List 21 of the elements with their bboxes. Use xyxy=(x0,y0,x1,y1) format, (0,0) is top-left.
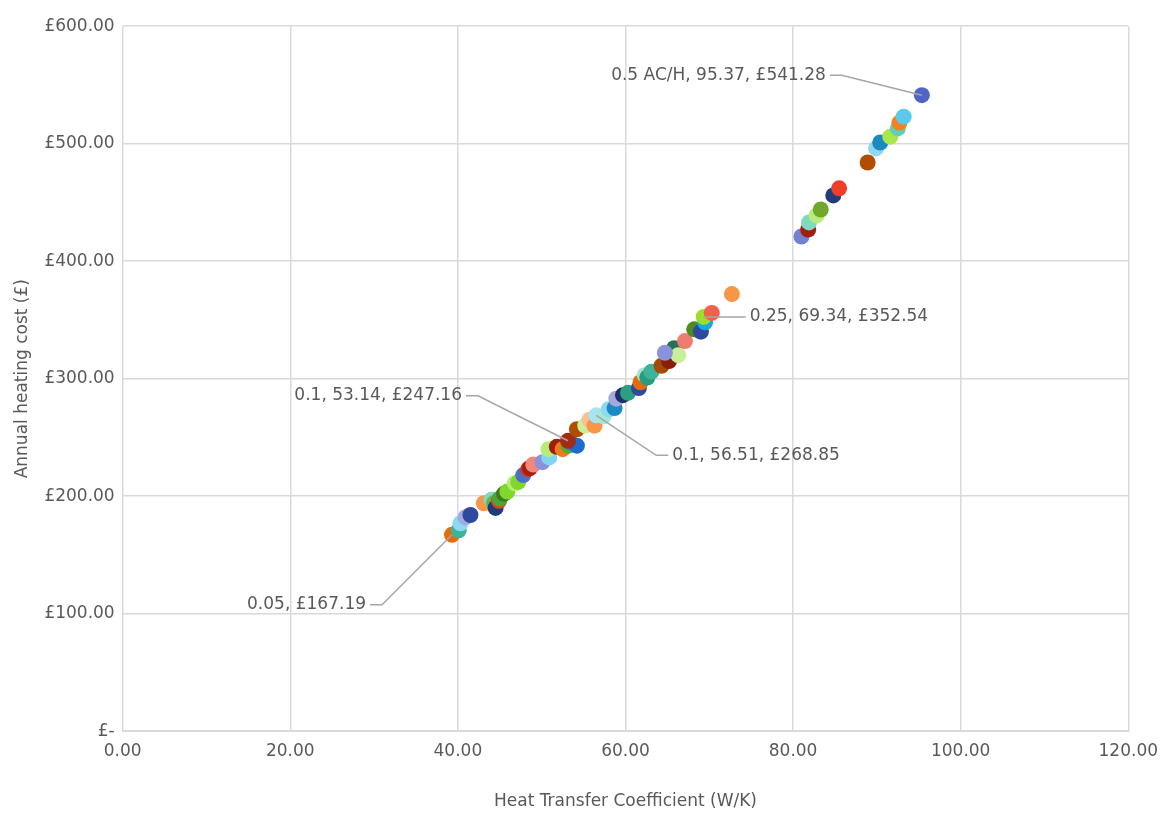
y-tick-label: £100.00 xyxy=(44,602,115,623)
y-tick-label: £300.00 xyxy=(44,367,115,388)
annotation: 0.5 AC/H, 95.37, £541.28 xyxy=(611,63,826,84)
y-tick-label: £400.00 xyxy=(44,249,115,270)
x-tick-label: 0.00 xyxy=(103,739,142,760)
y-tick-label: £600.00 xyxy=(44,14,115,35)
annotation: 0.1, 53.14, £247.16 xyxy=(294,384,462,405)
x-tick-label: 60.00 xyxy=(601,739,650,760)
annotation: 0.25, 69.34, £352.54 xyxy=(749,305,929,326)
y-tick-label: £500.00 xyxy=(44,132,115,153)
x-tick-label: 40.00 xyxy=(433,739,483,760)
annotation: 0.1, 56.51, £268.85 xyxy=(672,443,840,464)
y-axis-title: Annual heating cost (£) xyxy=(10,279,31,479)
annotation: 0.05, £167.19 xyxy=(247,593,367,614)
x-axis-title: Heat Transfer Coefficient (W/K) xyxy=(493,790,757,811)
x-tick-label: 100.00 xyxy=(930,739,991,760)
y-tick-label: £200.00 xyxy=(44,484,115,505)
x-tick-label: 120.00 xyxy=(1098,739,1158,760)
x-tick-label: 20.00 xyxy=(265,739,315,760)
x-tick-label: 80.00 xyxy=(768,739,818,760)
y-tick-label: £- xyxy=(97,719,115,740)
